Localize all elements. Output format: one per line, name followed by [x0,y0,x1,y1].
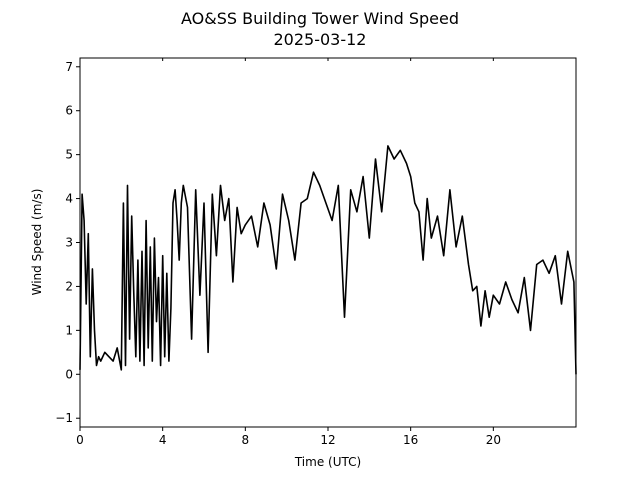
y-axis-label: Wind Speed (m/s) [30,189,44,296]
y-tick-label: 1 [65,323,73,337]
wind-speed-series-line [79,145,577,375]
y-axis-ticks: −1 0 1 2 3 4 5 6 7 [55,60,80,425]
y-tick-label: 4 [65,192,73,206]
x-tick-label: 8 [242,433,250,447]
x-tick-label: 16 [403,433,418,447]
x-tick-label: 0 [76,433,84,447]
chart-title: AO&SS Building Tower Wind Speed [181,9,459,28]
x-tick-label: 12 [320,433,335,447]
x-axis-label: Time (UTC) [294,455,361,469]
y-tick-label: 3 [65,236,73,250]
x-tick-label: 20 [486,433,501,447]
y-tick-label: 5 [65,148,73,162]
chart-subtitle: 2025-03-12 [274,30,367,49]
x-tick-label: 4 [159,433,167,447]
y-tick-label: −1 [55,411,73,425]
plot-area [79,57,577,428]
y-tick-label: 2 [65,279,73,293]
y-tick-label: 6 [65,104,73,118]
x-axis-ticks: 0 4 8 12 16 20 [76,58,501,447]
y-tick-label: 7 [65,60,73,74]
y-tick-label: 0 [65,367,73,381]
